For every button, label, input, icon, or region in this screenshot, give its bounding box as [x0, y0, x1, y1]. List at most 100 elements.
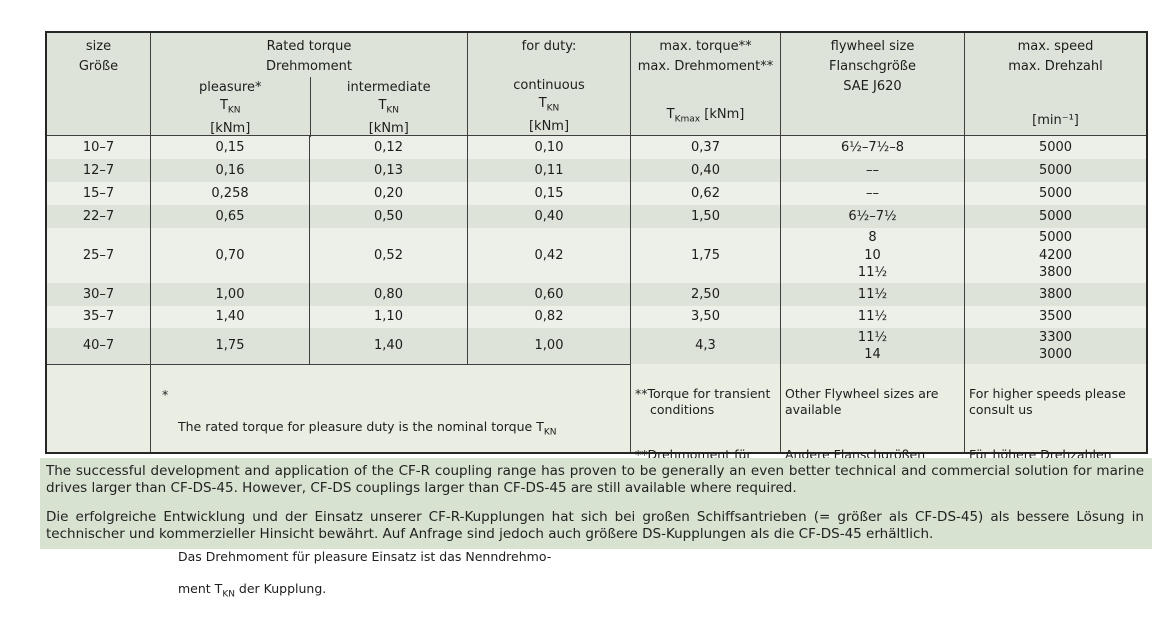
- cell-size: 12–7: [82, 162, 115, 178]
- table-row: 40–7 1,75 1,40 1,00 4,3 11½ 14 3300 3000: [47, 328, 1146, 364]
- cell-max-speed: 3500: [964, 306, 1146, 328]
- cell-flywheel-size: 8 10 11½: [780, 228, 964, 283]
- cell-max-torque: 1,50: [630, 205, 780, 228]
- cell-max-speed: 5000: [964, 159, 1146, 182]
- intermediate-symbol: TKN: [378, 98, 400, 116]
- paragraph-de: Die erfolgreiche Entwicklung und der Ein…: [46, 509, 1144, 542]
- cell-continuous-torque: 0,40: [467, 205, 630, 228]
- spec-table: size Größe Rated torque Drehmoment pleas…: [45, 31, 1148, 599]
- intermediate-unit: [kNm]: [368, 120, 409, 136]
- cell-max-torque: 2,50: [630, 283, 780, 306]
- footnote-row: * The rated torque for pleasure duty is …: [47, 364, 1146, 599]
- cell-size: 35–7: [82, 309, 115, 325]
- cell-intermediate-torque: 0,52: [309, 228, 467, 283]
- table-row: 12–7 0,16 0,13 0,11 0,40 –– 5000: [47, 159, 1146, 182]
- cell-continuous-torque: 0,15: [467, 182, 630, 205]
- table-row: 15–7 0,258 0,20 0,15 0,62 –– 5000: [47, 182, 1146, 205]
- cell-size: 30–7: [82, 286, 115, 302]
- cell-pleasure-torque: 0,15: [150, 136, 309, 159]
- cell-intermediate-torque: 1,40: [309, 328, 467, 364]
- cell-intermediate-torque: 0,20: [309, 182, 467, 205]
- header-max-torque: max. torque** max. Drehmoment** TKmax [k…: [630, 33, 780, 135]
- max-torque-en: max. torque**: [659, 39, 752, 54]
- paragraph-en: The successful development and applicati…: [46, 463, 1144, 496]
- flywheel-en: flywheel size: [830, 39, 915, 54]
- cell-flywheel-size: 11½: [780, 306, 964, 328]
- cell-pleasure-torque: 1,40: [150, 306, 309, 328]
- intermediate-label: intermediate: [346, 80, 431, 95]
- asterisk: *: [162, 387, 169, 402]
- cell-max-speed: 5000 4200 3800: [964, 228, 1146, 283]
- header-size-en: size: [85, 39, 112, 54]
- cell-flywheel-size: 11½ 14: [780, 328, 964, 364]
- pleasure-label: pleasure*: [199, 80, 262, 95]
- max-speed-unit: [min⁻¹]: [1032, 113, 1079, 128]
- cell-continuous-torque: 0,82: [467, 306, 630, 328]
- table-row: 35–7 1,40 1,10 0,82 3,50 11½ 3500: [47, 306, 1146, 328]
- header-max-speed: max. speed max. Drehzahl [min⁻¹]: [964, 33, 1146, 135]
- header-row: size Größe Rated torque Drehmoment pleas…: [47, 33, 1146, 137]
- footnote-rated-torque: * The rated torque for pleasure duty is …: [150, 364, 630, 599]
- header-rated-de: Drehmoment: [266, 59, 352, 74]
- header-for-duty: for duty: continuous TKN [kNm]: [467, 33, 630, 135]
- max-torque-de: max. Drehmoment**: [637, 59, 774, 74]
- cell-flywheel-size: 11½: [780, 283, 964, 306]
- cell-pleasure-torque: 0,65: [150, 205, 309, 228]
- cell-size: 10–7: [82, 139, 115, 155]
- cell-max-speed: 3800: [964, 283, 1146, 306]
- cell-max-torque: 1,75: [630, 228, 780, 283]
- header-rated-en: Rated torque: [266, 39, 352, 54]
- cell-flywheel-size: 6½–7½: [780, 205, 964, 228]
- footnote-flywheel-en: Other Flywheel sizes are available: [785, 386, 939, 417]
- cell-max-torque: 4,3: [630, 328, 780, 364]
- for-duty-label: for duty:: [521, 39, 577, 54]
- cell-continuous-torque: 0,42: [467, 228, 630, 283]
- table-body: 10–7 0,15 0,12 0,10 0,37 6½–7½–8 5000 12…: [47, 136, 1146, 364]
- table-row: 30–7 1,00 0,80 0,60 2,50 11½ 3800: [47, 283, 1146, 306]
- header-rated-torque-title: Rated torque Drehmoment: [151, 33, 467, 77]
- cell-max-torque: 0,62: [630, 182, 780, 205]
- pleasure-unit: [kNm]: [210, 120, 251, 136]
- cell-continuous-torque: 0,11: [467, 159, 630, 182]
- cell-max-torque: 0,37: [630, 136, 780, 159]
- header-rated-torque: Rated torque Drehmoment pleasure* TKN [k…: [150, 33, 467, 137]
- header-size: size Größe: [47, 33, 150, 135]
- table-row: 25–7 0,70 0,52 0,42 1,75 8 10 11½ 5000 4…: [47, 228, 1146, 283]
- cell-intermediate-torque: 1,10: [309, 306, 467, 328]
- cell-max-torque: 3,50: [630, 306, 780, 328]
- cell-size: 40–7: [82, 338, 115, 354]
- cell-continuous-torque: 0,10: [467, 136, 630, 159]
- cell-pleasure-torque: 0,16: [150, 159, 309, 182]
- header-size-de: Größe: [78, 59, 119, 74]
- max-speed-de: max. Drehzahl: [1008, 59, 1103, 74]
- cell-max-torque: 0,40: [630, 159, 780, 182]
- cell-size: 22–7: [82, 208, 115, 224]
- header-flywheel-size: flywheel size Flanschgröße SAE J620: [780, 33, 964, 135]
- flywheel-standard: SAE J620: [843, 79, 902, 94]
- flywheel-de: Flanschgröße: [829, 59, 916, 74]
- cell-flywheel-size: 6½–7½–8: [780, 136, 964, 159]
- cell-size: 15–7: [82, 185, 115, 201]
- max-torque-symbol: TKmax [kNm]: [666, 107, 745, 125]
- cell-pleasure-torque: 0,70: [150, 228, 309, 283]
- continuous-symbol: TKN: [538, 96, 560, 114]
- footnote-size-spacer: [47, 364, 150, 452]
- header-sub-pleasure: pleasure* TKN [kNm]: [151, 77, 310, 137]
- continuous-label: continuous: [513, 78, 585, 94]
- cell-continuous-torque: 1,00: [467, 328, 630, 364]
- cell-pleasure-torque: 1,00: [150, 283, 309, 306]
- cell-size: 25–7: [82, 247, 115, 263]
- table-row: 10–7 0,15 0,12 0,10 0,37 6½–7½–8 5000: [47, 136, 1146, 159]
- cell-max-speed: 5000: [964, 136, 1146, 159]
- max-speed-en: max. speed: [1017, 39, 1094, 54]
- footnote-speed: For higher speeds please consult us Für …: [964, 364, 1146, 478]
- cell-flywheel-size: ––: [780, 159, 964, 182]
- cell-pleasure-torque: 0,258: [150, 182, 309, 205]
- footnote-flywheel: Other Flywheel sizes are available Ander…: [780, 364, 964, 478]
- cell-intermediate-torque: 0,13: [309, 159, 467, 182]
- cell-pleasure-torque: 1,75: [150, 328, 309, 364]
- table-row: 22–7 0,65 0,50 0,40 1,50 6½–7½ 5000: [47, 205, 1146, 228]
- cell-max-speed: 3300 3000: [964, 328, 1146, 364]
- pleasure-symbol: TKN: [219, 98, 241, 116]
- footnote-max-torque-en: **Torque for transient conditions: [635, 386, 771, 417]
